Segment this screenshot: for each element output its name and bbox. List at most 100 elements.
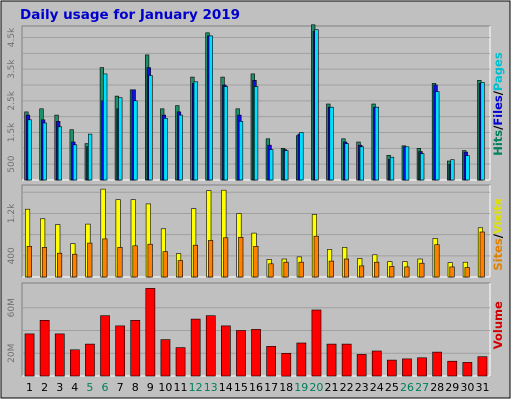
x-tick-label-day-5: 5 xyxy=(86,381,93,394)
x-tick-label-day-19: 19 xyxy=(294,381,308,394)
x-tick-label-day-2: 2 xyxy=(41,381,48,394)
bar-sites-day-31 xyxy=(479,231,485,278)
bar-sites-day-8 xyxy=(132,245,138,278)
panel-legend-sites-visits: Sites/Visits xyxy=(491,198,505,271)
bar-pages-day-19 xyxy=(299,132,304,181)
chart-panels: 5001.5k2.5k3.5k4.5kHits/Files/Pages4001.… xyxy=(7,24,505,377)
bar-volume-day-23 xyxy=(356,354,367,377)
bar-pages-day-21 xyxy=(329,106,334,181)
x-tick-label-day-13: 13 xyxy=(204,381,218,394)
x-tick-label-day-26: 26 xyxy=(400,381,414,394)
bar-pages-day-17 xyxy=(269,149,274,181)
bar-sites-day-18 xyxy=(283,261,289,278)
bar-pages-day-4 xyxy=(72,144,78,181)
bar-volume-day-4 xyxy=(70,349,80,377)
bar-pages-day-23 xyxy=(359,146,364,181)
bar-pages-day-11 xyxy=(178,114,183,181)
legend-label: Visits xyxy=(491,198,505,234)
bar-volume-day-18 xyxy=(281,352,292,377)
bar-sites-day-23 xyxy=(358,265,365,278)
x-tick-label-day-31: 31 xyxy=(476,381,490,394)
bar-sites-day-22 xyxy=(343,258,350,278)
bar-sites-day-5 xyxy=(87,242,93,278)
x-tick-label-day-27: 27 xyxy=(415,381,429,394)
bar-volume-day-31 xyxy=(477,356,488,377)
bar-sites-day-10 xyxy=(162,251,168,278)
x-tick-label-day-16: 16 xyxy=(249,381,263,394)
bar-pages-day-26 xyxy=(404,146,410,181)
bar-pages-day-29 xyxy=(450,159,455,181)
bar-volume-day-21 xyxy=(326,343,337,377)
x-tick-label-day-18: 18 xyxy=(279,381,293,394)
bar-sites-day-3 xyxy=(56,252,63,278)
x-tick-label-day-17: 17 xyxy=(264,381,278,394)
bar-sites-day-9 xyxy=(147,243,153,278)
bar-volume-day-6 xyxy=(100,315,110,377)
legend-label: / xyxy=(491,125,505,130)
x-tick-label-day-28: 28 xyxy=(430,381,444,394)
x-tick-label-day-6: 6 xyxy=(102,381,109,394)
y-tick-label: 3.5k xyxy=(7,59,17,79)
x-tick-label-day-11: 11 xyxy=(174,381,188,394)
bar-volume-day-10 xyxy=(160,339,171,377)
bar-volume-day-28 xyxy=(432,351,443,377)
bar-sites-day-16 xyxy=(253,246,259,278)
y-tick-label: 400 xyxy=(7,247,17,264)
bar-sites-day-13 xyxy=(208,240,214,278)
bar-sites-day-25 xyxy=(389,266,395,278)
bar-volume-day-2 xyxy=(39,319,50,377)
bar-volume-day-11 xyxy=(175,347,186,377)
bar-pages-day-14 xyxy=(223,86,229,181)
bar-pages-day-31 xyxy=(480,82,485,181)
bar-sites-day-6 xyxy=(102,238,108,278)
y-tick-label: 500 xyxy=(7,155,17,172)
bar-sites-day-7 xyxy=(117,247,123,278)
bar-pages-day-18 xyxy=(284,150,289,181)
bar-volume-day-27 xyxy=(417,357,427,377)
bar-volume-day-16 xyxy=(251,329,261,377)
x-tick-label-day-7: 7 xyxy=(117,381,124,394)
x-tick-label-day-15: 15 xyxy=(234,381,248,394)
bar-volume-day-29 xyxy=(447,360,458,377)
bar-volume-day-15 xyxy=(236,330,246,377)
bar-volume-day-14 xyxy=(221,325,231,377)
legend-label: Sites xyxy=(491,238,505,271)
bar-pages-day-30 xyxy=(465,155,470,181)
y-tick-label: 2.5k xyxy=(7,90,17,110)
legend-label: / xyxy=(491,90,505,95)
bar-sites-day-30 xyxy=(464,267,470,278)
bar-sites-day-28 xyxy=(434,244,440,278)
bar-sites-day-15 xyxy=(238,237,244,278)
bar-volume-day-1 xyxy=(24,333,35,377)
legend-label: Volume xyxy=(491,301,505,349)
x-tick-label-day-24: 24 xyxy=(370,381,384,394)
bar-volume-day-3 xyxy=(54,333,65,377)
bar-volume-day-8 xyxy=(130,319,141,377)
bar-sites-day-14 xyxy=(223,237,229,278)
bar-pages-day-6 xyxy=(103,73,108,181)
bar-sites-day-26 xyxy=(404,266,410,278)
bar-sites-day-4 xyxy=(72,253,78,278)
bar-pages-day-8 xyxy=(133,100,138,181)
bar-volume-day-26 xyxy=(402,358,412,377)
bar-sites-day-19 xyxy=(298,261,304,278)
y-tick-label: 60M xyxy=(7,298,17,317)
bar-pages-day-28 xyxy=(435,91,440,181)
x-tick-label-day-30: 30 xyxy=(460,381,474,394)
x-tick-label-day-9: 9 xyxy=(147,381,154,394)
bar-pages-day-10 xyxy=(163,118,168,181)
bar-pages-day-25 xyxy=(389,156,395,181)
bar-sites-day-29 xyxy=(449,266,455,278)
bar-volume-day-30 xyxy=(462,362,473,377)
legend-label: Hits xyxy=(491,130,505,156)
x-tick-label-day-4: 4 xyxy=(71,381,78,394)
bar-pages-day-3 xyxy=(57,126,62,181)
bar-volume-day-20 xyxy=(311,309,322,377)
bar-sites-day-2 xyxy=(41,247,48,278)
bar-sites-day-21 xyxy=(328,260,334,278)
x-tick-label-day-29: 29 xyxy=(445,381,459,394)
bar-sites-day-20 xyxy=(313,235,319,278)
bar-pages-day-7 xyxy=(118,97,123,181)
